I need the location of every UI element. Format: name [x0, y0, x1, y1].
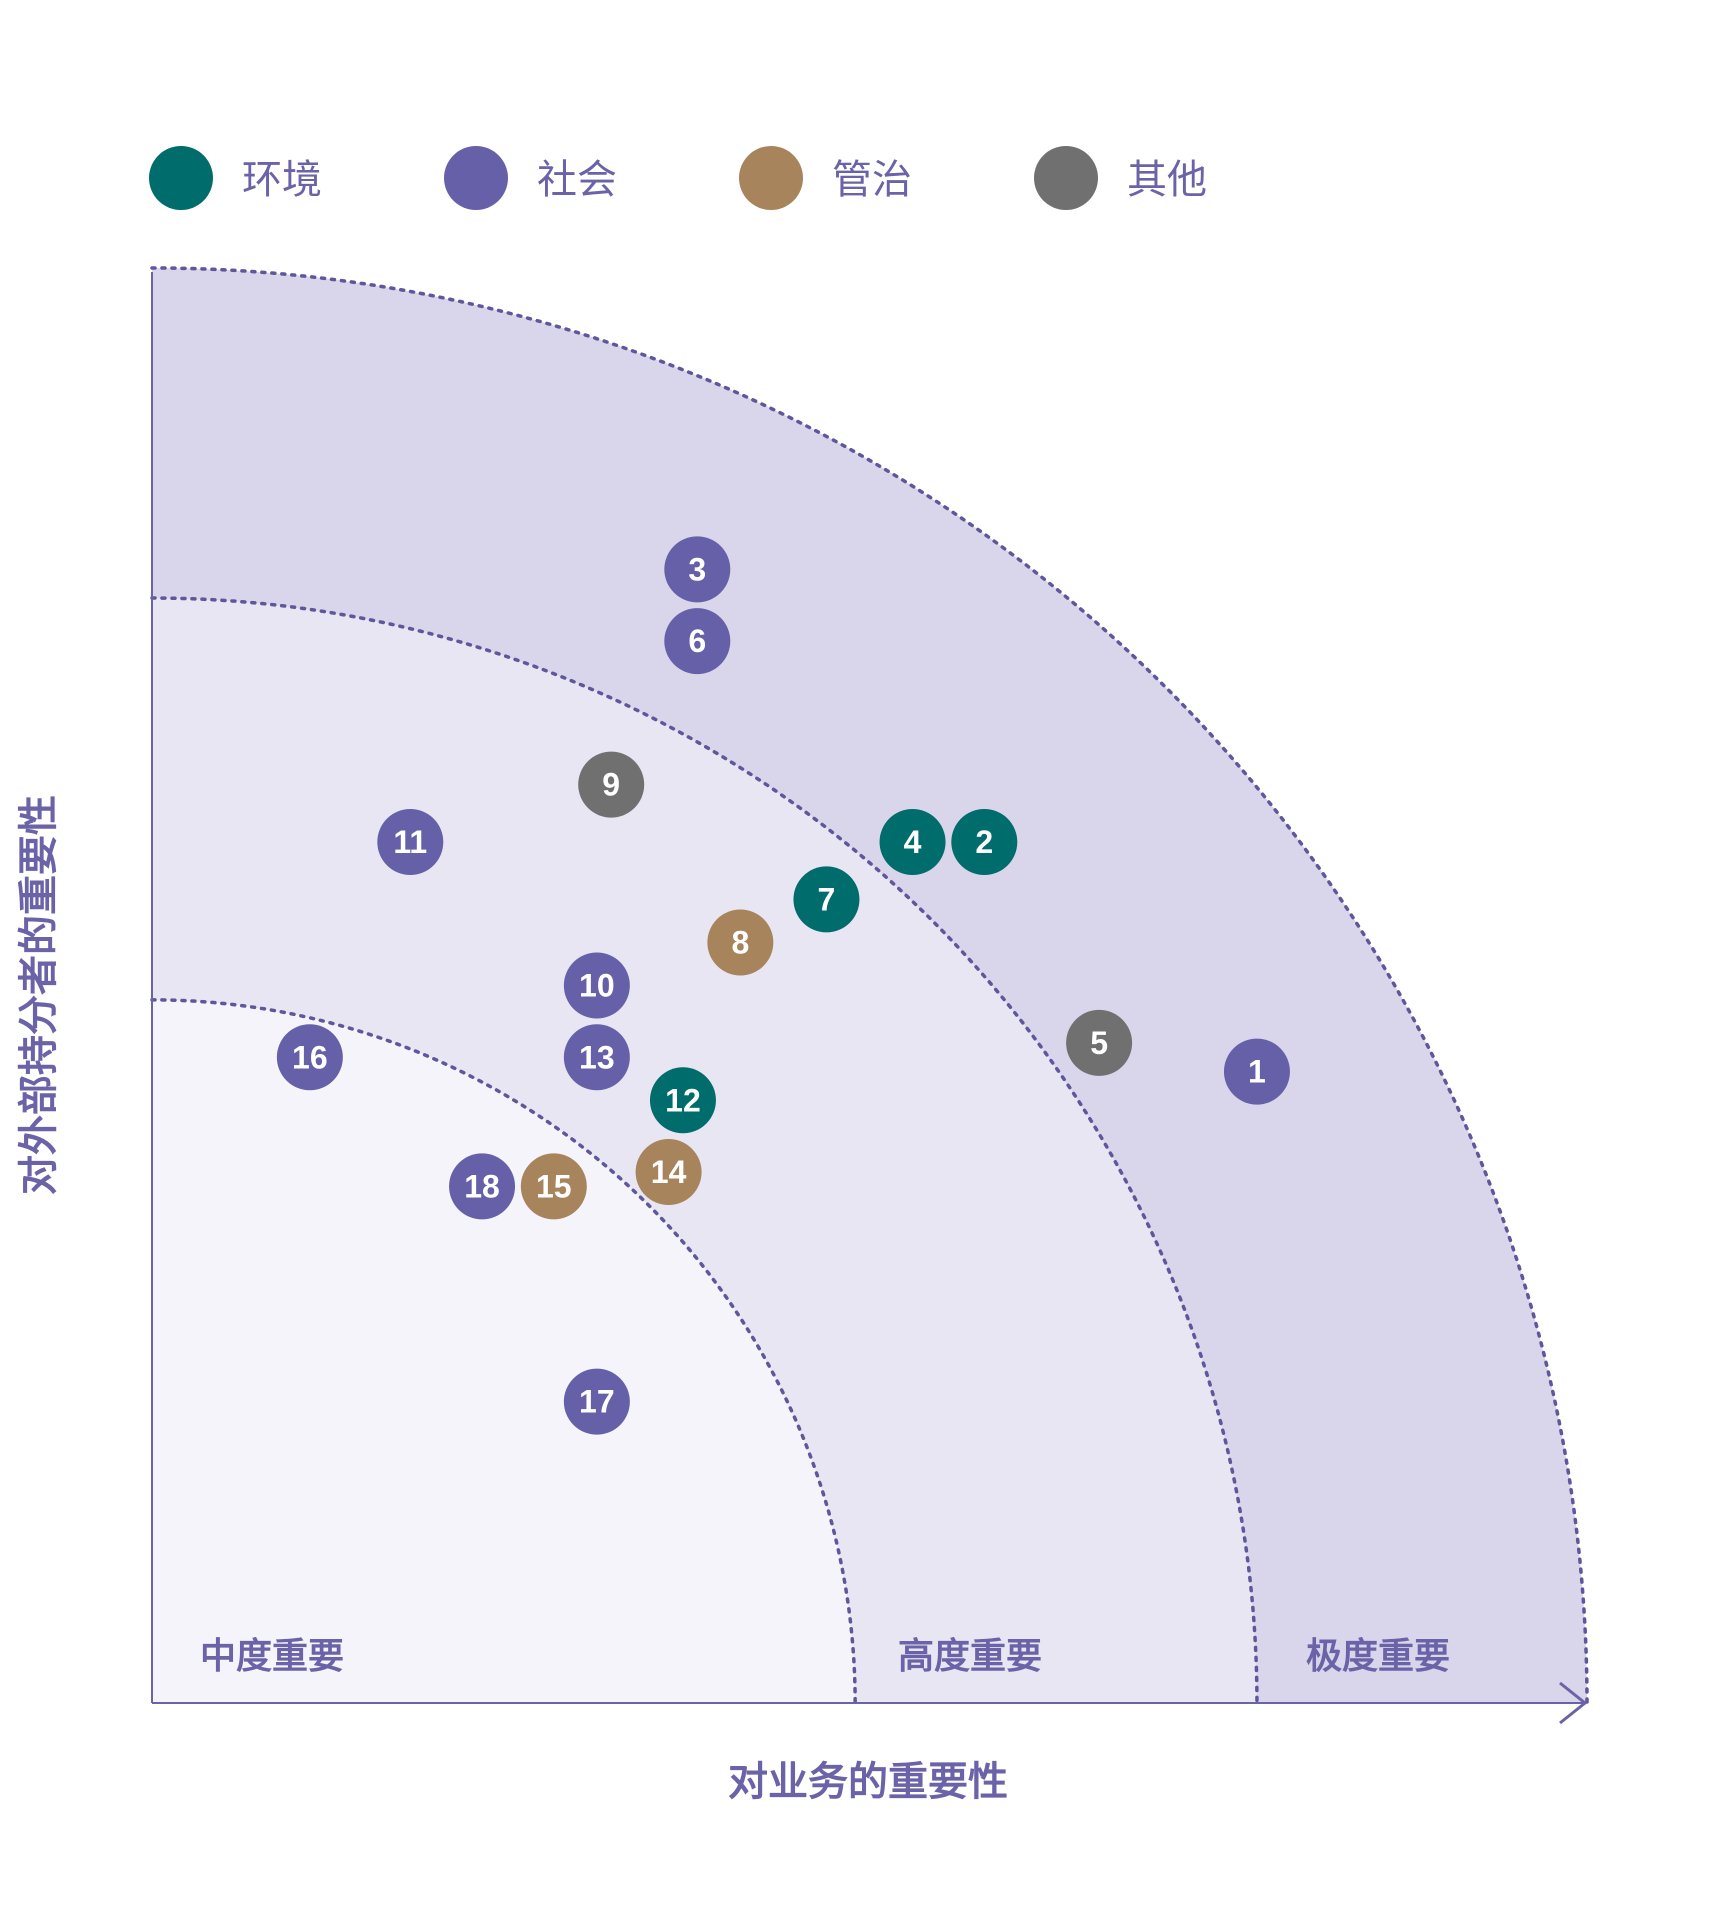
point-marker — [377, 809, 444, 875]
legend: 环境 社会 管治 其他 — [149, 146, 1207, 210]
data-point-11: 11 — [377, 809, 444, 875]
point-label: 9 — [602, 767, 620, 803]
point-label: 6 — [688, 623, 706, 659]
point-marker — [664, 608, 731, 675]
point-label: 1 — [1248, 1054, 1266, 1090]
data-point-3: 3 — [664, 536, 731, 603]
data-point-9: 9 — [578, 751, 645, 818]
legend-swatch — [444, 146, 508, 210]
legend-swatch — [1034, 146, 1098, 210]
point-label: 8 — [731, 924, 749, 960]
legend-label: 社会 — [537, 157, 617, 203]
legend-swatch — [739, 146, 803, 210]
point-marker — [793, 866, 860, 933]
data-point-5: 5 — [1066, 1009, 1133, 1076]
point-label: 7 — [818, 881, 836, 917]
legend-item-gov: 管治 — [739, 146, 912, 210]
legend-label: 管治 — [832, 157, 912, 203]
point-marker — [563, 1368, 630, 1435]
point-marker — [649, 1067, 716, 1134]
zone-label: 极度重要 — [1306, 1636, 1450, 1677]
zone-boundary-2 — [150, 596, 1259, 1705]
point-label: 11 — [393, 824, 427, 860]
point-label: 16 — [292, 1039, 328, 1075]
x-axis-arrow — [1559, 1681, 1588, 1725]
data-point-7: 7 — [793, 866, 860, 933]
point-marker — [1223, 1038, 1290, 1105]
legend-swatch — [149, 146, 213, 210]
point-marker — [578, 751, 645, 818]
point-marker — [951, 809, 1018, 875]
zone-boundary-3 — [150, 266, 1589, 1705]
zone-boundary-1 — [150, 998, 857, 1705]
legend-label: 其他 — [1127, 157, 1207, 203]
point-label: 12 — [665, 1082, 701, 1118]
point-marker — [1066, 1009, 1133, 1076]
data-point-13: 13 — [563, 1024, 630, 1091]
point-label: 13 — [579, 1039, 615, 1075]
point-marker — [563, 952, 630, 1019]
point-marker — [879, 809, 946, 875]
data-point-6: 6 — [664, 608, 731, 675]
zone-label: 中度重要 — [200, 1636, 344, 1677]
data-point-1: 1 — [1223, 1038, 1290, 1105]
point-label: 4 — [904, 824, 922, 860]
data-point-4: 4 — [879, 809, 946, 875]
point-label: 10 — [579, 968, 615, 1004]
point-marker — [563, 1024, 630, 1091]
point-marker — [449, 1153, 516, 1220]
legend-label: 环境 — [242, 157, 322, 203]
legend-item-oth: 其他 — [1034, 146, 1207, 210]
data-point-17: 17 — [563, 1368, 630, 1435]
point-marker — [635, 1139, 702, 1206]
axes: 对业务的重要性 对外部持分者的重要性 — [16, 272, 1588, 1805]
y-axis-label: 对外部持分者的重要性 — [16, 795, 62, 1195]
legend-item-soc: 社会 — [444, 146, 617, 210]
point-label: 5 — [1090, 1025, 1108, 1061]
point-label: 17 — [579, 1384, 615, 1420]
zone-label: 高度重要 — [898, 1636, 1042, 1677]
legend-item-env: 环境 — [149, 146, 322, 210]
x-axis-label: 对业务的重要性 — [728, 1759, 1008, 1805]
point-marker — [276, 1024, 343, 1091]
point-marker — [520, 1153, 587, 1220]
data-point-14: 14 — [635, 1139, 702, 1206]
data-point-8: 8 — [707, 909, 774, 976]
data-point-15: 15 — [520, 1153, 587, 1220]
point-label: 18 — [464, 1168, 500, 1204]
zone-fill-1 — [152, 999, 856, 1703]
point-label: 2 — [975, 824, 993, 860]
point-label: 3 — [688, 551, 706, 587]
data-point-16: 16 — [276, 1024, 343, 1091]
point-label: 15 — [536, 1168, 572, 1204]
data-point-10: 10 — [563, 952, 630, 1019]
data-point-2: 2 — [951, 809, 1018, 875]
point-marker — [664, 536, 731, 603]
data-point-18: 18 — [449, 1153, 516, 1220]
point-marker — [707, 909, 774, 976]
point-label: 14 — [651, 1154, 687, 1190]
data-point-12: 12 — [649, 1067, 716, 1134]
importance-zones: 中度重要 高度重要 极度重要 — [150, 266, 1589, 1705]
